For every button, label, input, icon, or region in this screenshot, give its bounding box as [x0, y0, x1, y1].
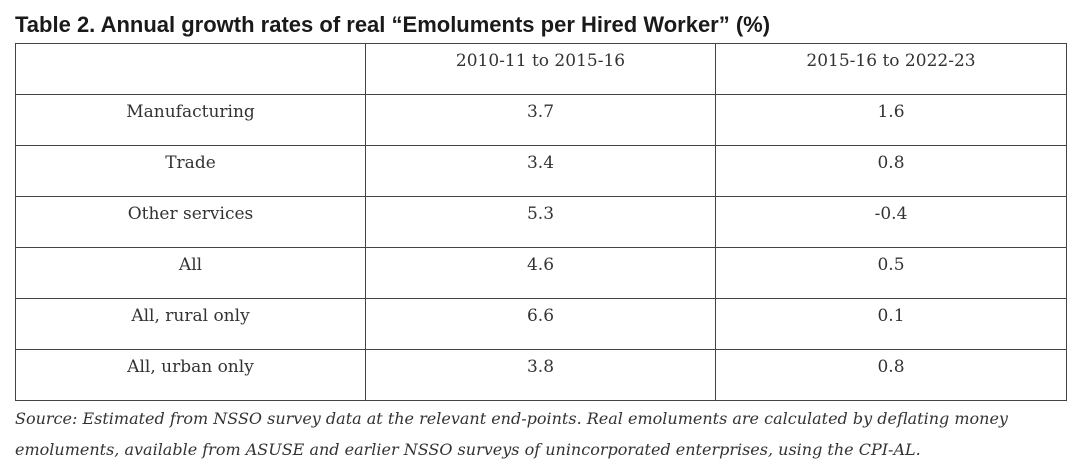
value-period-2: -0.4: [715, 196, 1067, 248]
row-label: All, urban only: [15, 349, 366, 401]
growth-rates-table: 2010-11 to 2015-16 2015-16 to 2022-23 Ma…: [15, 43, 1067, 401]
value-period-1: 4.6: [365, 247, 716, 299]
table-row: All, urban only 3.8 0.8: [15, 349, 1067, 401]
header-cell-period-2: 2015-16 to 2022-23: [715, 43, 1067, 95]
table-header-row: 2010-11 to 2015-16 2015-16 to 2022-23: [15, 43, 1067, 95]
row-label: All: [15, 247, 366, 299]
header-cell-sector: [15, 43, 366, 95]
value-period-2: 1.6: [715, 94, 1067, 146]
value-period-1: 3.7: [365, 94, 716, 146]
row-label: Other services: [15, 196, 366, 248]
header-cell-period-1: 2010-11 to 2015-16: [365, 43, 716, 95]
value-period-1: 3.4: [365, 145, 716, 197]
value-period-1: 3.8: [365, 349, 716, 401]
table-row: All 4.6 0.5: [15, 247, 1067, 299]
value-period-1: 6.6: [365, 298, 716, 350]
row-label: All, rural only: [15, 298, 366, 350]
table-row: Manufacturing 3.7 1.6: [15, 94, 1067, 146]
table-title: Table 2. Annual growth rates of real “Em…: [15, 12, 771, 37]
value-period-2: 0.5: [715, 247, 1067, 299]
row-label: Manufacturing: [15, 94, 366, 146]
value-period-2: 0.8: [715, 145, 1067, 197]
value-period-2: 0.8: [715, 349, 1067, 401]
table-row: Other services 5.3 -0.4: [15, 196, 1067, 248]
table-row: Trade 3.4 0.8: [15, 145, 1067, 197]
row-label: Trade: [15, 145, 366, 197]
source-note: Source: Estimated from NSSO survey data …: [15, 409, 1008, 459]
table-row: All, rural only 6.6 0.1: [15, 298, 1067, 350]
value-period-2: 0.1: [715, 298, 1067, 350]
value-period-1: 5.3: [365, 196, 716, 248]
